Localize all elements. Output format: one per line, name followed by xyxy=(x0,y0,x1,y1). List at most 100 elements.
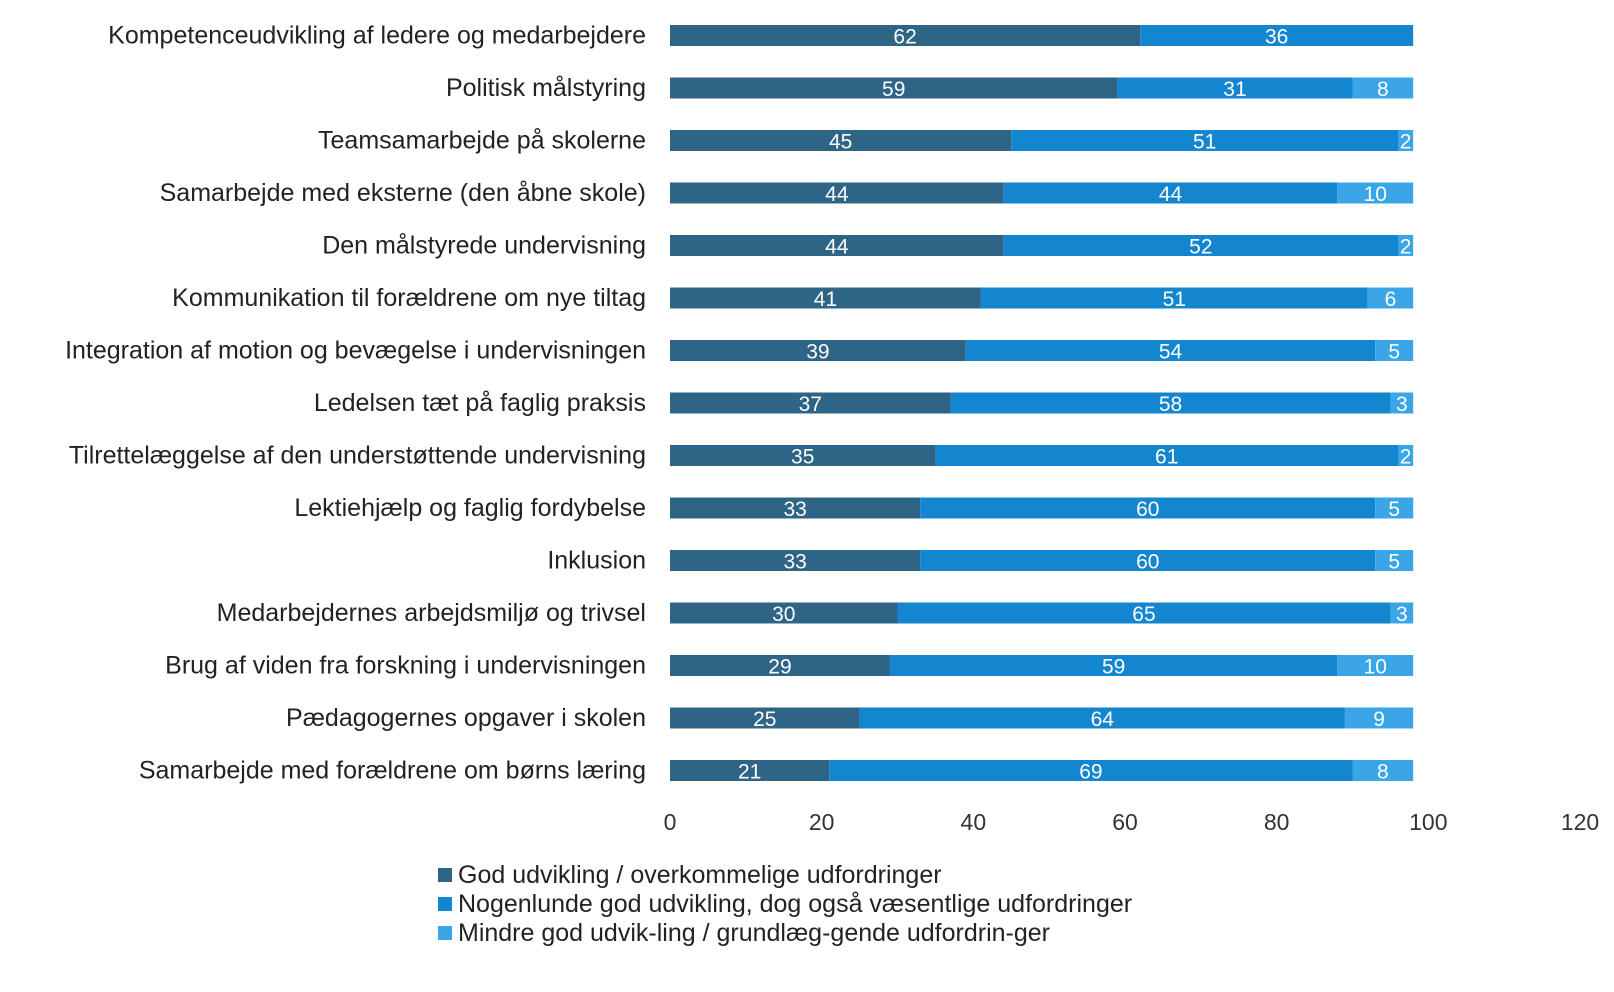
bar-segment xyxy=(670,287,981,309)
bar-segment xyxy=(1117,77,1353,99)
data-label: 39 xyxy=(806,341,829,364)
bar-segment xyxy=(670,707,860,729)
data-label: 64 xyxy=(1091,708,1115,731)
x-tick-label: 120 xyxy=(1561,809,1599,835)
data-label: 62 xyxy=(893,26,916,49)
category-label: Lektiehjælp og faglig fordybelse xyxy=(294,494,646,522)
category-label: Integration af motion og bevægelse i und… xyxy=(65,337,646,365)
bar-segment xyxy=(1375,550,1414,571)
bar-segment xyxy=(670,602,898,624)
legend-swatch xyxy=(438,868,452,882)
bar-segment xyxy=(1398,130,1414,151)
bar-segment xyxy=(1375,497,1414,519)
bar-segment xyxy=(670,760,830,781)
bar-segment xyxy=(670,25,1141,46)
data-label: 41 xyxy=(814,288,837,311)
data-label: 65 xyxy=(1132,603,1155,626)
bar-segment xyxy=(1337,655,1414,676)
data-label: 37 xyxy=(799,393,822,416)
legend-swatch xyxy=(438,897,452,911)
data-label: 9 xyxy=(1373,708,1385,731)
category-label: Pædagogernes opgaver i skolen xyxy=(286,704,646,732)
x-tick-label: 60 xyxy=(1112,809,1138,835)
bar-segment xyxy=(1375,340,1414,361)
data-label: 69 xyxy=(1079,761,1102,784)
data-label: 2 xyxy=(1400,446,1412,469)
bar-segment xyxy=(670,392,951,414)
legend-entry: Mindre god udvik-ling / grundlæg-gende u… xyxy=(458,919,1050,947)
data-label: 2 xyxy=(1400,236,1412,259)
bar-segment xyxy=(935,445,1398,466)
data-label: 45 xyxy=(829,131,852,154)
data-label: 44 xyxy=(825,236,849,259)
data-label: 25 xyxy=(753,708,776,731)
legend-entry: Nogenlunde god udvikling, dog også væsen… xyxy=(458,890,1132,918)
bar-segment xyxy=(897,602,1391,624)
data-label: 8 xyxy=(1377,761,1389,784)
x-tick-label: 0 xyxy=(664,809,677,835)
data-label: 10 xyxy=(1364,183,1387,206)
bar-segment xyxy=(670,340,966,361)
data-label: 21 xyxy=(738,761,761,784)
data-label: 60 xyxy=(1136,498,1159,521)
data-label: 5 xyxy=(1388,341,1400,364)
data-label: 58 xyxy=(1159,393,1182,416)
data-label: 30 xyxy=(772,603,795,626)
x-tick-label: 80 xyxy=(1264,809,1290,835)
data-label: 8 xyxy=(1377,78,1389,101)
bar-segment xyxy=(1367,287,1414,309)
legend-swatch xyxy=(438,926,452,940)
data-label: 33 xyxy=(783,498,806,521)
bar-segment xyxy=(889,655,1338,676)
bar-segment xyxy=(965,340,1376,361)
category-label: Samarbejde med forældrene om børns lærin… xyxy=(139,757,646,785)
bar-segment xyxy=(1398,235,1414,256)
data-label: 54 xyxy=(1159,341,1183,364)
bar-segment xyxy=(859,707,1345,729)
bar-segment xyxy=(670,130,1012,151)
category-label: Politisk målstyring xyxy=(446,74,646,102)
bar-segment xyxy=(670,235,1004,256)
legend: God udvikling / overkommelige udfordring… xyxy=(438,861,1132,947)
bar-segment xyxy=(1344,707,1414,729)
data-label: 10 xyxy=(1364,656,1387,679)
data-label: 35 xyxy=(791,446,814,469)
bar-segment xyxy=(670,445,936,466)
bar-segment xyxy=(1352,77,1414,99)
x-axis-ticks: 0 20 40 60 80 100 120 xyxy=(664,809,1600,835)
bar-segment xyxy=(1003,235,1398,256)
data-label: 5 xyxy=(1388,498,1400,521)
category-labels: Kompetenceudvikling af ledere og medarbe… xyxy=(65,22,646,785)
x-tick-label: 20 xyxy=(809,809,835,835)
bar-segment xyxy=(829,760,1353,781)
data-label: 59 xyxy=(882,78,905,101)
data-label: 5 xyxy=(1388,551,1400,574)
bar-segment xyxy=(950,392,1391,414)
bar-segment xyxy=(670,182,1004,204)
data-label: 61 xyxy=(1155,446,1178,469)
category-label: Brug af viden fra forskning i undervisni… xyxy=(165,652,646,680)
data-label: 52 xyxy=(1189,236,1212,259)
x-tick-label: 40 xyxy=(961,809,987,835)
data-label: 2 xyxy=(1400,131,1412,154)
bar-segment xyxy=(670,550,921,571)
data-label: 29 xyxy=(768,656,791,679)
bar-segment xyxy=(1140,25,1414,46)
bar-segment xyxy=(980,287,1368,309)
bar-segment xyxy=(670,77,1118,99)
data-label: 33 xyxy=(783,551,806,574)
data-label: 51 xyxy=(1193,131,1216,154)
bar-segment xyxy=(1390,392,1414,414)
data-label: 36 xyxy=(1265,26,1288,49)
category-label: Tilrettelæggelse af den understøttende u… xyxy=(69,442,646,470)
category-label: Inklusion xyxy=(547,547,646,575)
category-label: Medarbejdernes arbejdsmiljø og trivsel xyxy=(217,599,646,627)
bar-segment xyxy=(670,497,921,519)
bar-segment xyxy=(1011,130,1398,151)
bar-segment xyxy=(1398,445,1414,466)
data-label: 6 xyxy=(1385,288,1397,311)
bar-segment xyxy=(920,550,1376,571)
data-label: 44 xyxy=(825,183,849,206)
